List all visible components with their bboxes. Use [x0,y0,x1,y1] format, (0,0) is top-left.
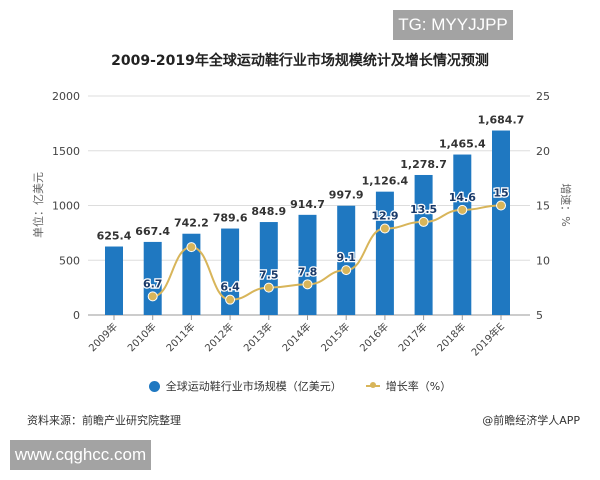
legend: 全球运动鞋行业市场规模（亿美元） 增长率（%） [0,378,600,394]
growth-point [379,223,390,234]
bar [414,174,433,315]
growth-value-label: 7.5 [259,269,279,282]
credit: @前瞻经济学人APP [482,414,580,427]
legend-line-label: 增长率（%） [385,380,452,393]
growth-point [418,216,429,227]
growth-point [186,242,197,253]
y-left-tick-label: 2000 [52,90,80,103]
bar-value-label: 625.4 [97,230,132,243]
bar [105,246,123,315]
x-tick-label: 2019年E [468,320,507,359]
growth-point [341,265,352,276]
bar [221,228,240,315]
y-right-tick-label: 10 [536,254,550,267]
y-left-tick-label: 500 [59,254,80,267]
growth-value-label: 9.1 [336,251,356,264]
growth-value-label: 7.8 [298,265,318,278]
growth-line [152,204,502,301]
y-right-tick-label: 15 [536,200,550,213]
growth-value-label: 15 [493,187,508,200]
growth-point [263,282,274,293]
y-left-axis-label: 单位：亿美元 [31,172,45,238]
bar-value-label: 1,465.4 [439,138,486,151]
legend-bar-label: 全球运动鞋行业市场规模（亿美元） [165,380,342,393]
x-tick-label: 2018年 [434,320,468,354]
bar [453,154,472,315]
bar-value-label: 667.4 [135,225,170,238]
growth-point [225,294,236,305]
y-right-tick-label: 20 [536,145,550,158]
y-left-tick-label: 0 [73,309,80,322]
bar [492,130,510,315]
bar-value-label: 789.6 [213,212,248,225]
bar [298,214,317,315]
bar [182,233,201,315]
watermark-site: www.cqghcc.com [10,440,151,470]
bar-value-label: 742.2 [174,217,209,230]
bar-value-label: 1,126.4 [362,175,409,188]
growth-value-label: 6.4 [220,281,240,294]
x-tick-label: 2010年 [125,320,159,354]
bar [337,205,356,315]
x-tick-label: 2014年 [279,320,313,354]
x-tick-label: 2009年 [86,320,120,354]
bar [375,191,394,315]
growth-value-label: 12.9 [371,209,398,222]
y-left-tick-label: 1500 [52,145,80,158]
bar-value-label: 1,278.7 [400,158,447,171]
x-tick-label: 2011年 [163,320,197,354]
legend-line-swatch [365,382,380,388]
bar [259,222,278,315]
growth-point [147,291,158,302]
y-right-tick-label: 25 [536,90,550,103]
source-note: 资料来源：前瞻产业研究院整理 [27,414,181,427]
growth-value-label: 6.7 [143,277,163,290]
bar-value-label: 997.9 [329,189,364,202]
growth-point [302,279,313,290]
legend-bar-swatch [148,380,160,392]
y-right-axis-label: 增速：% [559,183,573,226]
y-right-tick-label: 5 [536,309,543,322]
chart-title: 2009-2019年全球运动鞋行业市场规模统计及增长情况预测 [111,53,489,69]
chart: 0 500 1000 1500 2000 5 10 15 20 25 单位：亿美元 增速：% 2009年… [31,90,573,359]
growth-value-label: 13.5 [410,203,437,216]
y-left-tick-label: 1000 [52,200,80,213]
x-tick-label: 2012年 [202,320,236,354]
watermark-tg: TG: MYYJJPP [393,10,513,40]
growth-point [457,204,468,215]
x-tick-label: 2016年 [357,320,391,354]
growth-value-label: 14.6 [449,191,476,204]
x-tick-label: 2013年 [241,320,275,354]
x-tick-label: 2017年 [395,320,429,354]
bar-value-label: 848.9 [251,205,286,218]
x-tick-label: 2015年 [318,320,352,354]
bar-value-label: 1,684.7 [478,114,525,127]
growth-point [496,200,506,211]
bar-value-label: 914.7 [290,198,325,211]
